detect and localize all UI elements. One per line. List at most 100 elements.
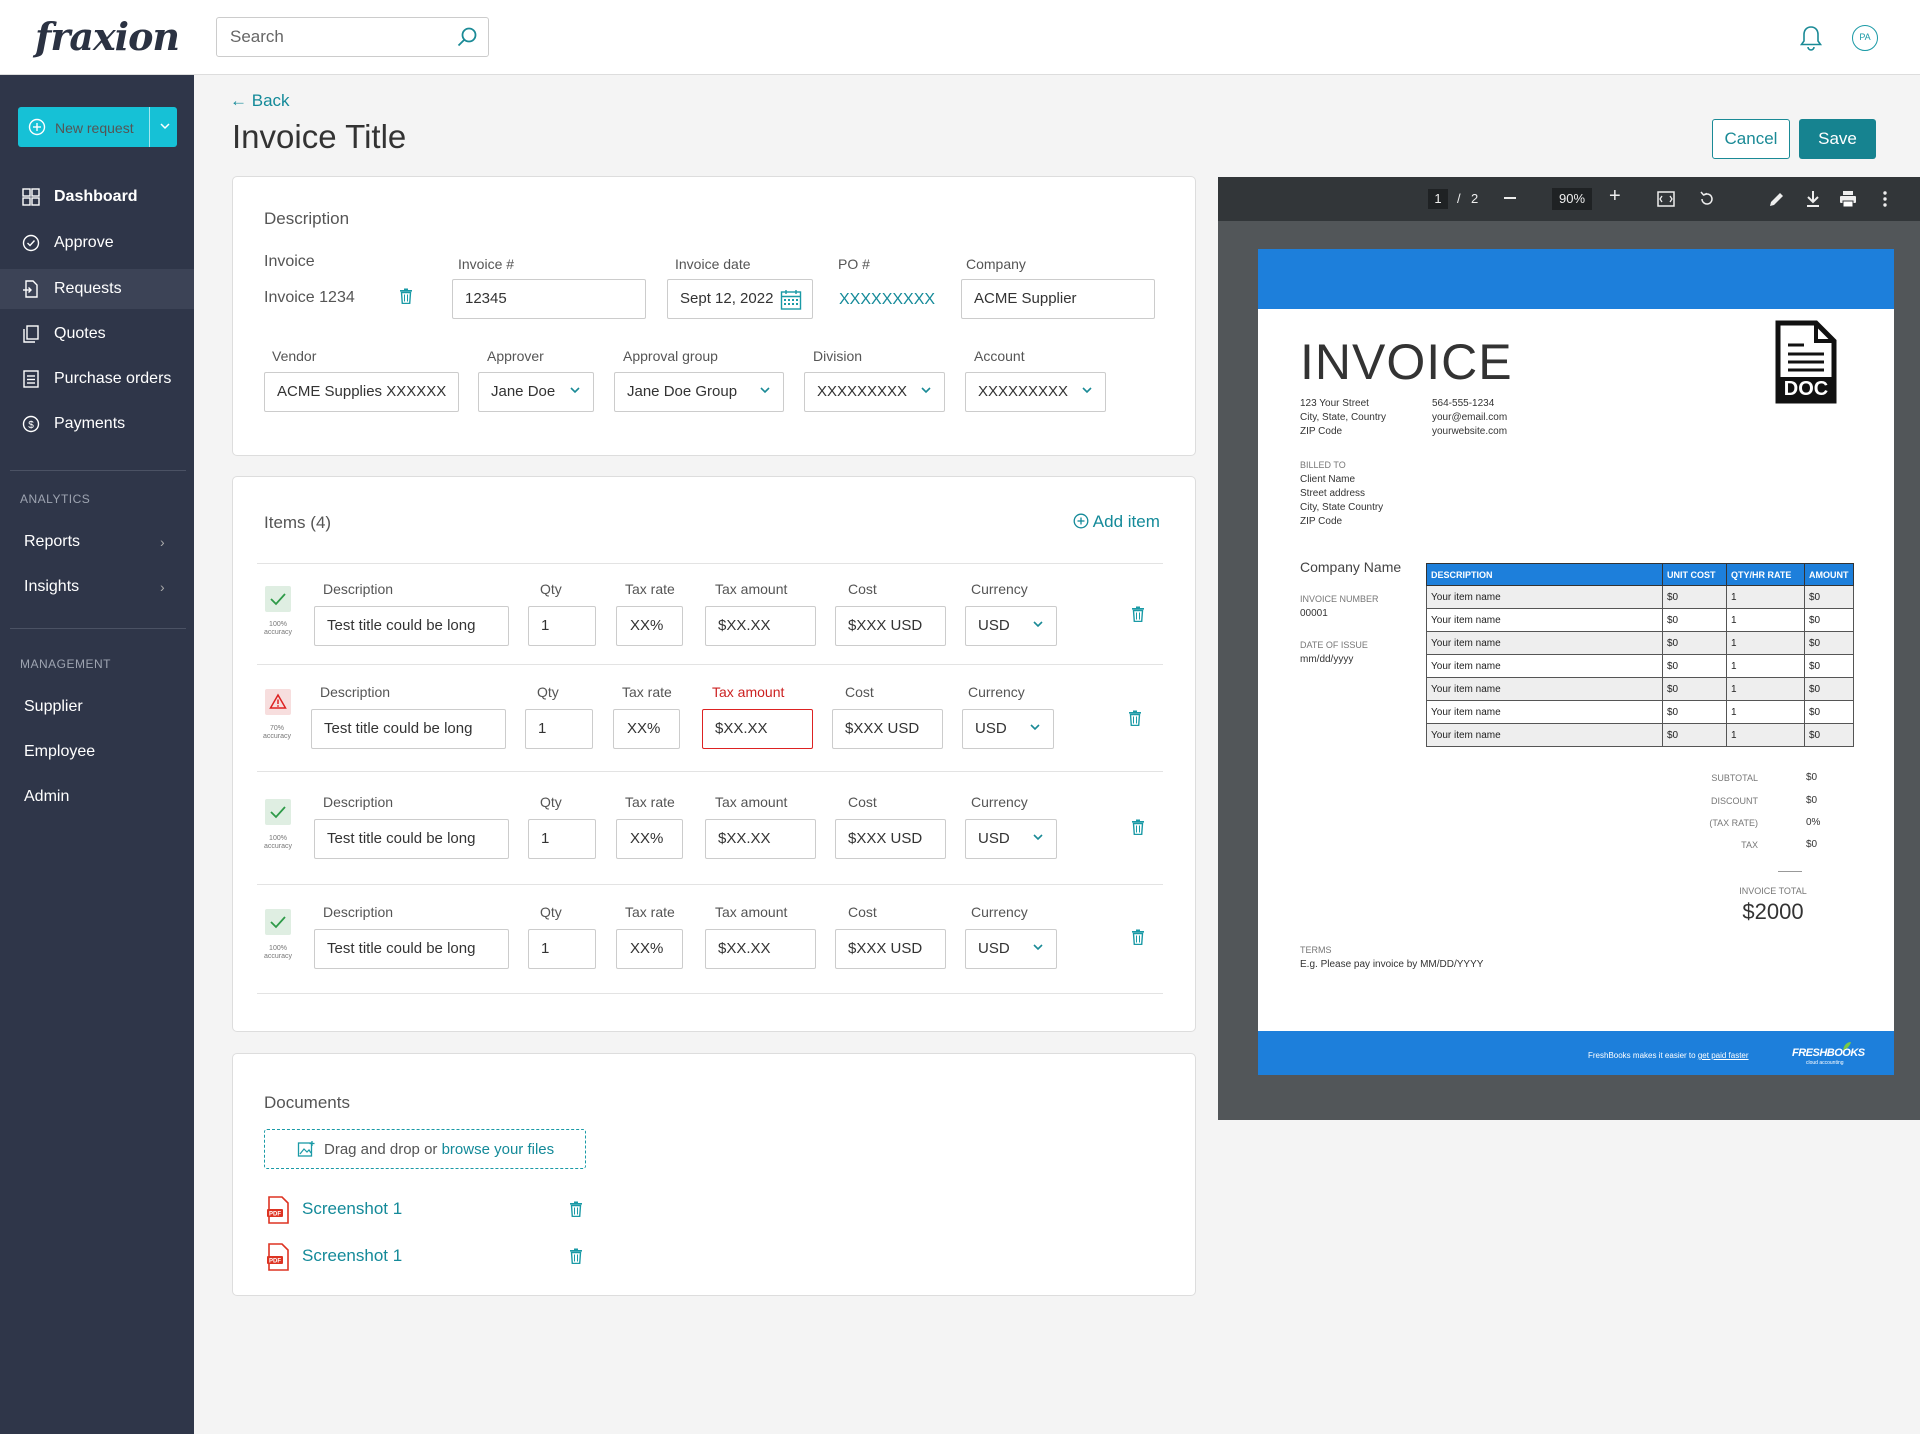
sidebar-item-label: Admin xyxy=(24,788,70,805)
item-qty-input[interactable]: 1 xyxy=(528,606,596,646)
item-tax-rate-input[interactable]: XX% xyxy=(613,709,680,749)
sidebar-item-supplier[interactable]: Supplier xyxy=(0,687,194,727)
new-request-button[interactable]: New request xyxy=(18,107,177,147)
approval-group-select[interactable]: Jane Doe Group xyxy=(614,372,784,412)
zoom-out-icon[interactable] xyxy=(1504,197,1516,199)
item-tax-amount-input[interactable]: $XX.XX xyxy=(705,819,816,859)
sidebar-item-payments[interactable]: $ Payments xyxy=(0,404,194,444)
download-icon[interactable] xyxy=(1805,190,1821,211)
item-currency-select[interactable]: USD xyxy=(965,929,1057,969)
management-section-title: MANAGEMENT xyxy=(20,657,112,671)
zoom-in-icon[interactable]: + xyxy=(1609,185,1621,207)
item-qty-input[interactable]: 1 xyxy=(528,929,596,969)
item-description-input[interactable]: Test title could be long xyxy=(314,929,509,969)
item-tax-amount-input[interactable]: $XX.XX xyxy=(705,929,816,969)
rotate-icon[interactable] xyxy=(1698,190,1716,211)
date-of-issue: mm/dd/yyyy xyxy=(1300,654,1354,665)
division-select[interactable]: XXXXXXXXX xyxy=(804,372,945,412)
trash-icon[interactable] xyxy=(1131,819,1145,840)
calendar-icon[interactable] xyxy=(780,288,802,318)
qty-label: Qty xyxy=(537,684,559,700)
analytics-section-title: ANALYTICS xyxy=(20,492,91,506)
trash-icon[interactable] xyxy=(399,288,413,309)
check-circle-icon xyxy=(22,234,40,257)
trash-icon[interactable] xyxy=(569,1201,583,1222)
item-description-input[interactable]: Test title could be long xyxy=(314,606,509,646)
sidebar: New request Dashboard Approve Requests Q… xyxy=(0,75,194,1434)
pencil-icon[interactable] xyxy=(1768,190,1786,211)
sidebar-item-admin[interactable]: Admin xyxy=(0,777,194,817)
cancel-button[interactable]: Cancel xyxy=(1712,119,1790,159)
item-tax-amount-input[interactable]: $XX.XX xyxy=(705,606,816,646)
item-description-input[interactable]: Test title could be long xyxy=(314,819,509,859)
file-dropzone[interactable]: Drag and drop or browse your files xyxy=(264,1129,586,1169)
item-currency-select[interactable]: USD xyxy=(962,709,1054,749)
search-box[interactable] xyxy=(216,17,489,57)
search-icon[interactable] xyxy=(456,26,478,53)
item-cost-input[interactable]: $XXX USD xyxy=(832,709,943,749)
currency-label: Currency xyxy=(971,904,1028,920)
item-qty-input[interactable]: 1 xyxy=(525,709,593,749)
sidebar-item-requests[interactable]: Requests xyxy=(0,269,194,309)
pdf-icon: PDF xyxy=(266,1243,290,1276)
billed-to-block: Client Name Street address City, State Cou… xyxy=(1300,474,1384,527)
accuracy-value: 100% xyxy=(269,621,287,628)
search-input[interactable] xyxy=(230,19,455,55)
add-item-button[interactable]: Add item xyxy=(1073,512,1160,532)
footer-link[interactable]: get paid faster xyxy=(1697,1051,1749,1060)
item-tax-amount-input[interactable]: $XX.XX xyxy=(702,709,813,749)
company-input[interactable]: ACME Supplier xyxy=(961,279,1155,319)
sender-address: 123 Your Street City, State, Country ZIP C… xyxy=(1300,398,1386,437)
item-currency-select[interactable]: USD xyxy=(965,819,1057,859)
trash-icon[interactable] xyxy=(569,1248,583,1269)
trash-icon[interactable] xyxy=(1131,606,1145,627)
sidebar-item-purchase-orders[interactable]: Purchase orders xyxy=(0,359,194,399)
chevron-down-icon xyxy=(920,373,932,411)
item-cost-input[interactable]: $XXX USD xyxy=(835,819,946,859)
item-cost-input[interactable]: $XXX USD xyxy=(835,929,946,969)
item-qty-input[interactable]: 1 xyxy=(528,819,596,859)
trash-icon[interactable] xyxy=(1131,929,1145,950)
vendor-input[interactable]: ACME Supplies XXXXXX xyxy=(264,372,459,412)
save-button[interactable]: Save xyxy=(1799,119,1876,159)
item-tax-rate-input[interactable]: XX% xyxy=(616,929,683,969)
item-tax-rate-input[interactable]: XX% xyxy=(616,606,683,646)
sidebar-item-quotes[interactable]: Quotes xyxy=(0,314,194,354)
approver-select[interactable]: Jane Doe xyxy=(478,372,594,412)
fit-page-icon[interactable] xyxy=(1657,191,1675,210)
description-label: Description xyxy=(323,581,394,597)
sidebar-item-dashboard[interactable]: Dashboard xyxy=(0,177,194,217)
zoom-level[interactable]: 90% xyxy=(1552,188,1592,210)
trash-icon[interactable] xyxy=(1128,710,1142,731)
item-currency-select[interactable]: USD xyxy=(965,606,1057,646)
file-link[interactable]: Screenshot 1 xyxy=(302,1246,403,1265)
browse-files-link[interactable]: browse your files xyxy=(441,1141,555,1158)
sidebar-item-reports[interactable]: Reports › xyxy=(0,522,194,562)
print-icon[interactable] xyxy=(1839,190,1857,211)
sidebar-item-insights[interactable]: Insights › xyxy=(0,567,194,607)
page-number-input[interactable]: 1 xyxy=(1428,189,1448,209)
app-logo[interactable]: fraxion xyxy=(35,14,180,59)
bell-icon[interactable] xyxy=(1798,24,1824,57)
item-cost-input[interactable]: $XXX USD xyxy=(835,606,946,646)
row-divider xyxy=(257,664,1163,665)
chevron-down-icon[interactable] xyxy=(158,119,172,136)
account-select[interactable]: XXXXXXXXX xyxy=(965,372,1106,412)
item-tax-rate-input[interactable]: XX% xyxy=(616,819,683,859)
more-vertical-icon[interactable] xyxy=(1883,190,1887,211)
avatar[interactable]: PA xyxy=(1852,25,1878,51)
chevron-down-icon xyxy=(759,373,771,411)
sidebar-item-approve[interactable]: Approve xyxy=(0,223,194,263)
invoice-date-input[interactable]: Sept 12, 2022 xyxy=(667,279,813,319)
invoice-number-input[interactable]: 12345 xyxy=(452,279,646,319)
chevron-right-icon: › xyxy=(160,534,165,550)
tax-amount-label: Tax amount xyxy=(715,904,788,920)
back-link[interactable]: ← Back xyxy=(230,91,290,111)
item-description-input[interactable]: Test title could be long xyxy=(311,709,506,749)
sidebar-item-employee[interactable]: Employee xyxy=(0,732,194,772)
po-link[interactable]: XXXXXXXXX xyxy=(839,291,936,308)
currency-label: Currency xyxy=(971,581,1028,597)
file-link[interactable]: Screenshot 1 xyxy=(302,1199,403,1218)
list-document-icon xyxy=(22,370,40,393)
invoice-number-label: Invoice # xyxy=(458,256,515,272)
